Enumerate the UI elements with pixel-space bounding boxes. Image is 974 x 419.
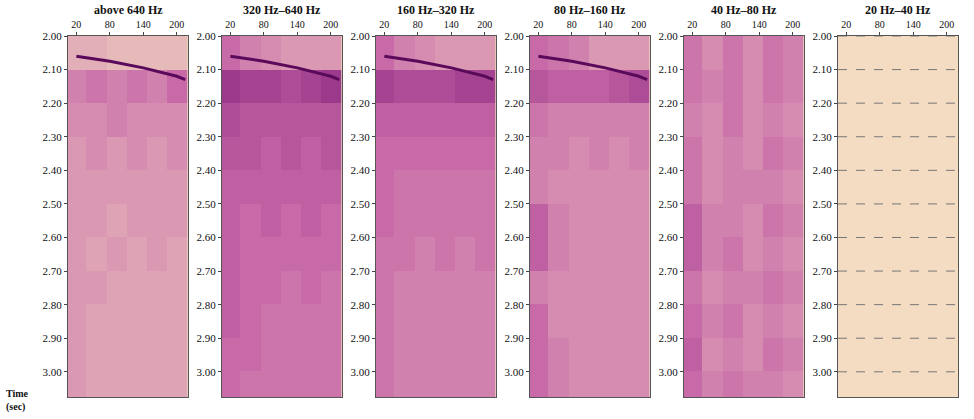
svg-text:2.80: 2.80: [351, 299, 371, 311]
svg-text:2.60: 2.60: [197, 231, 217, 243]
svg-text:2.90: 2.90: [813, 332, 833, 344]
svg-text:2.70: 2.70: [659, 265, 679, 277]
svg-text:3.00: 3.00: [659, 366, 679, 378]
svg-text:2.60: 2.60: [43, 231, 63, 243]
svg-text:2.00: 2.00: [43, 30, 63, 42]
svg-text:140: 140: [906, 19, 921, 30]
svg-text:2.60: 2.60: [659, 231, 679, 243]
svg-text:2.90: 2.90: [505, 332, 525, 344]
svg-text:2.80: 2.80: [813, 299, 833, 311]
svg-text:320 Hz–640 Hz: 320 Hz–640 Hz: [243, 3, 321, 17]
svg-text:2.80: 2.80: [505, 299, 525, 311]
svg-text:2.70: 2.70: [813, 265, 833, 277]
svg-text:2.70: 2.70: [351, 265, 371, 277]
svg-text:2.70: 2.70: [43, 265, 63, 277]
svg-text:2.20: 2.20: [505, 97, 525, 109]
svg-text:2.30: 2.30: [505, 131, 525, 143]
svg-text:40 Hz–80 Hz: 40 Hz–80 Hz: [711, 3, 777, 17]
svg-text:3.00: 3.00: [351, 366, 371, 378]
svg-text:2.20: 2.20: [43, 97, 63, 109]
svg-text:2.60: 2.60: [505, 231, 525, 243]
svg-text:2.20: 2.20: [659, 97, 679, 109]
svg-text:80 Hz–160 Hz: 80 Hz–160 Hz: [554, 3, 626, 17]
svg-text:2.40: 2.40: [43, 164, 63, 176]
svg-text:2.20: 2.20: [351, 97, 371, 109]
svg-text:200: 200: [169, 19, 184, 30]
svg-text:2.50: 2.50: [813, 198, 833, 210]
svg-text:200: 200: [323, 19, 338, 30]
svg-text:2.10: 2.10: [505, 63, 525, 75]
svg-text:20: 20: [225, 19, 235, 30]
svg-text:80: 80: [259, 19, 269, 30]
svg-text:2.40: 2.40: [505, 164, 525, 176]
svg-text:3.00: 3.00: [43, 366, 63, 378]
svg-text:2.50: 2.50: [43, 198, 63, 210]
svg-text:2.60: 2.60: [813, 231, 833, 243]
svg-text:2.00: 2.00: [505, 30, 525, 42]
svg-text:2.30: 2.30: [197, 131, 217, 143]
svg-text:140: 140: [752, 19, 767, 30]
svg-text:20: 20: [71, 19, 81, 30]
svg-text:80: 80: [721, 19, 731, 30]
svg-text:2.40: 2.40: [813, 164, 833, 176]
svg-text:3.00: 3.00: [813, 366, 833, 378]
svg-text:2.00: 2.00: [351, 30, 371, 42]
svg-text:2.20: 2.20: [197, 97, 217, 109]
svg-text:2.30: 2.30: [43, 131, 63, 143]
svg-text:2.90: 2.90: [659, 332, 679, 344]
svg-text:140: 140: [290, 19, 305, 30]
svg-text:2.80: 2.80: [659, 299, 679, 311]
svg-text:2.30: 2.30: [813, 131, 833, 143]
svg-text:2.60: 2.60: [351, 231, 371, 243]
svg-text:2.90: 2.90: [43, 332, 63, 344]
svg-text:2.40: 2.40: [351, 164, 371, 176]
svg-text:80: 80: [105, 19, 115, 30]
svg-text:2.10: 2.10: [43, 63, 63, 75]
svg-text:2.50: 2.50: [351, 198, 371, 210]
svg-text:2.50: 2.50: [505, 198, 525, 210]
svg-text:20: 20: [687, 19, 697, 30]
svg-text:20: 20: [841, 19, 851, 30]
svg-text:2.30: 2.30: [351, 131, 371, 143]
svg-text:2.70: 2.70: [197, 265, 217, 277]
svg-text:80: 80: [413, 19, 423, 30]
svg-text:140: 140: [136, 19, 151, 30]
svg-text:80: 80: [875, 19, 885, 30]
svg-text:160 Hz–320 Hz: 160 Hz–320 Hz: [397, 3, 475, 17]
svg-text:2.70: 2.70: [505, 265, 525, 277]
svg-text:2.40: 2.40: [659, 164, 679, 176]
svg-text:2.90: 2.90: [351, 332, 371, 344]
svg-text:2.90: 2.90: [197, 332, 217, 344]
svg-text:2.30: 2.30: [659, 131, 679, 143]
svg-text:Time(sec): Time(sec): [6, 388, 29, 413]
svg-text:2.10: 2.10: [659, 63, 679, 75]
svg-text:200: 200: [785, 19, 800, 30]
svg-text:2.80: 2.80: [43, 299, 63, 311]
svg-text:2.50: 2.50: [659, 198, 679, 210]
svg-text:2.10: 2.10: [813, 63, 833, 75]
svg-text:140: 140: [444, 19, 459, 30]
svg-text:2.10: 2.10: [197, 63, 217, 75]
svg-text:2.00: 2.00: [197, 30, 217, 42]
svg-text:20 Hz–40 Hz: 20 Hz–40 Hz: [865, 3, 931, 17]
svg-text:2.20: 2.20: [813, 97, 833, 109]
svg-text:200: 200: [477, 19, 492, 30]
svg-text:above 640 Hz: above 640 Hz: [94, 3, 163, 17]
svg-text:2.10: 2.10: [351, 63, 371, 75]
svg-text:80: 80: [567, 19, 577, 30]
svg-text:140: 140: [598, 19, 613, 30]
svg-text:2.00: 2.00: [659, 30, 679, 42]
svg-text:2.00: 2.00: [813, 30, 833, 42]
svg-text:3.00: 3.00: [505, 366, 525, 378]
svg-text:20: 20: [379, 19, 389, 30]
svg-text:2.80: 2.80: [197, 299, 217, 311]
svg-text:200: 200: [939, 19, 954, 30]
svg-text:20: 20: [533, 19, 543, 30]
svg-text:200: 200: [631, 19, 646, 30]
svg-text:3.00: 3.00: [197, 366, 217, 378]
svg-text:2.50: 2.50: [197, 198, 217, 210]
svg-text:2.40: 2.40: [197, 164, 217, 176]
